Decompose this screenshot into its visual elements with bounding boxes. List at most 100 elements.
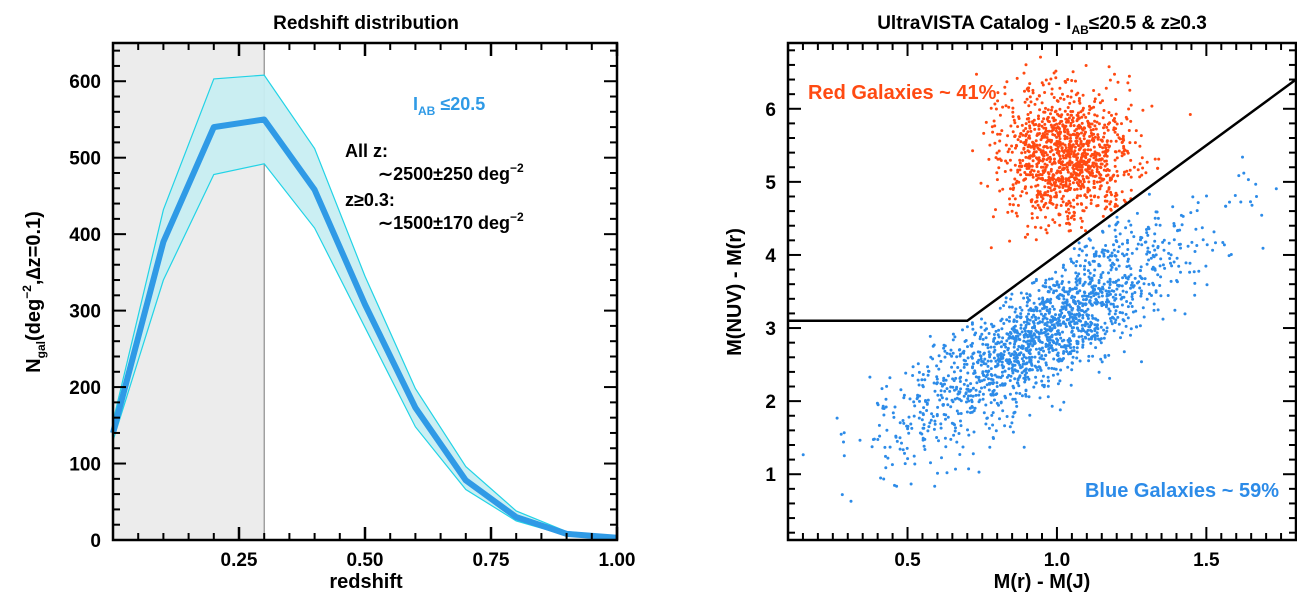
red-galaxy-point (992, 119, 996, 123)
blue-galaxy-point (1033, 342, 1036, 346)
blue-galaxy-point (1083, 245, 1087, 249)
blue-galaxy-point (1061, 301, 1065, 305)
red-galaxy-point (1120, 122, 1123, 126)
blue-galaxy-point (1040, 341, 1044, 344)
red-galaxy-point (1081, 152, 1084, 156)
blue-galaxy-point (988, 445, 992, 449)
red-galaxy-point (1035, 193, 1039, 197)
red-galaxy-point (1049, 112, 1052, 116)
blue-galaxy-point (1040, 320, 1044, 324)
red-galaxy-point (1048, 160, 1052, 164)
red-galaxy-point (1086, 152, 1089, 156)
blue-galaxy-point (955, 440, 959, 444)
blue-galaxy-point (1003, 424, 1007, 428)
red-galaxy-point (1066, 217, 1070, 221)
blue-galaxy-point (1056, 372, 1060, 376)
red-galaxy-point (1052, 161, 1056, 165)
blue-galaxy-point (1045, 324, 1049, 327)
blue-galaxy-point (839, 432, 843, 436)
blue-galaxy-point (1080, 249, 1084, 253)
blue-galaxy-point (1050, 333, 1054, 337)
red-galaxy-point (1095, 167, 1099, 171)
red-galaxy-point (1066, 94, 1070, 98)
red-galaxy-point (1075, 136, 1078, 140)
red-galaxy-point (1069, 216, 1073, 220)
blue-galaxy-point (1019, 316, 1023, 320)
red-galaxy-point (1109, 139, 1113, 143)
blue-galaxy-point (1083, 272, 1087, 276)
red-galaxy-point (1072, 100, 1076, 104)
red-galaxy-point (1044, 165, 1048, 169)
blue-galaxy-point (1137, 280, 1141, 284)
blue-galaxy-point (979, 363, 983, 367)
red-galaxy-point (1114, 198, 1118, 201)
blue-galaxy-point (1019, 323, 1023, 327)
blue-galaxy-point (933, 389, 937, 393)
red-galaxy-point (1115, 204, 1119, 208)
blue-galaxy-point (1052, 283, 1056, 287)
red-galaxy-point (1041, 132, 1045, 136)
blue-galaxy-point (1172, 260, 1176, 264)
blue-galaxy-point (1193, 293, 1197, 297)
red-galaxy-point (1113, 150, 1117, 154)
blue-galaxy-point (994, 393, 998, 396)
blue-galaxy-point (1090, 335, 1093, 339)
red-galaxy-point (1035, 174, 1038, 178)
red-galaxy-point (1033, 102, 1037, 106)
red-galaxy-point (1059, 182, 1063, 186)
blue-galaxy-point (1024, 393, 1028, 396)
red-galaxy-point (1073, 145, 1077, 149)
blue-galaxy-point (1028, 352, 1032, 356)
red-galaxy-point (1016, 125, 1020, 129)
red-galaxy-point (1138, 162, 1142, 166)
blue-galaxy-point (966, 428, 969, 432)
red-galaxy-point (994, 156, 998, 160)
blue-galaxy-point (1102, 336, 1106, 340)
blue-galaxy-point (1012, 320, 1016, 323)
blue-galaxy-point (1120, 331, 1124, 335)
blue-galaxy-point (994, 365, 997, 368)
red-galaxy-point (1031, 144, 1035, 148)
blue-galaxy-point (981, 371, 985, 375)
blue-galaxy-point (1156, 308, 1160, 312)
blue-galaxy-point (1222, 243, 1226, 247)
blue-galaxy-point (992, 356, 996, 360)
blue-galaxy-point (885, 384, 889, 388)
blue-galaxy-point (1024, 367, 1028, 371)
blue-galaxy-point (1078, 277, 1082, 281)
red-galaxy-point (1031, 159, 1035, 163)
red-galaxy-point (1063, 134, 1067, 138)
blue-galaxy-point (1059, 336, 1063, 340)
red-galaxy-point (1015, 76, 1019, 80)
red-galaxy-point (1057, 159, 1061, 163)
red-galaxy-point (1156, 166, 1160, 170)
blue-galaxy-point (1024, 332, 1028, 336)
blue-galaxy-point (962, 365, 966, 369)
blue-galaxy-point (1107, 224, 1111, 228)
red-galaxy-point (1105, 154, 1109, 158)
blue-galaxy-point (1107, 286, 1111, 290)
z-cut-label: z≥0.3: (345, 190, 395, 210)
red-galaxy-point (1153, 157, 1157, 161)
red-galaxy-point (1079, 216, 1083, 220)
blue-galaxy-point (1118, 232, 1122, 236)
blue-galaxy-point (1057, 313, 1061, 317)
blue-galaxy-point (1006, 346, 1010, 350)
red-galaxy-point (1089, 173, 1092, 177)
blue-galaxy-point (1105, 294, 1109, 298)
red-galaxy-point (1039, 195, 1043, 199)
red-galaxy-point (1028, 144, 1032, 148)
red-galaxy-point (1067, 187, 1071, 191)
blue-galaxy-point (1095, 302, 1098, 306)
blue-galaxy-point (943, 344, 947, 348)
red-galaxy-point (1050, 108, 1053, 112)
red-galaxy-point (1009, 168, 1013, 172)
blue-galaxy-point (1168, 257, 1172, 260)
red-galaxy-point (1116, 133, 1120, 137)
blue-galaxy-point (1133, 291, 1137, 294)
red-galaxy-point (1081, 182, 1084, 186)
red-galaxy-point (1064, 163, 1067, 167)
blue-galaxy-point (1036, 360, 1040, 364)
blue-galaxy-point (1063, 268, 1067, 272)
blue-galaxy-point (1011, 371, 1015, 375)
